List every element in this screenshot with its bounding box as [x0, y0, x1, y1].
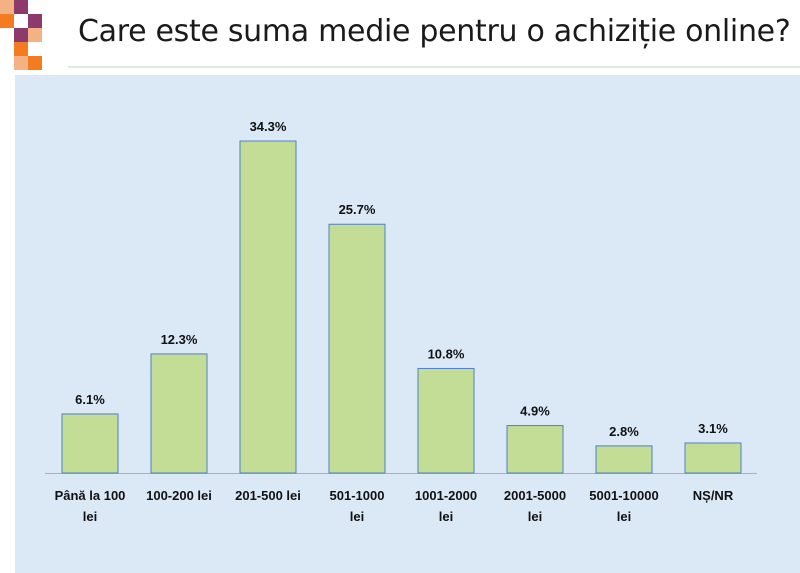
bar: [684, 442, 742, 474]
bar: [328, 223, 386, 474]
bar: [150, 353, 208, 474]
deco-square: [28, 28, 42, 42]
category-label: lei: [528, 509, 542, 524]
data-label: 25.7%: [339, 202, 376, 217]
bar: [239, 140, 297, 474]
corner-decoration: [0, 0, 60, 80]
bar: [595, 445, 653, 474]
category-label: 2001-5000: [504, 488, 566, 503]
category-label: lei: [617, 509, 631, 524]
bar: [506, 425, 564, 474]
data-label: 12.3%: [161, 332, 198, 347]
bar: [417, 367, 475, 474]
data-label: 10.8%: [428, 346, 465, 361]
title-divider: [68, 66, 800, 68]
deco-square: [14, 0, 28, 14]
deco-square: [14, 56, 28, 70]
deco-square: [14, 42, 28, 56]
category-label: 100-200 lei: [146, 488, 212, 503]
data-label: 2.8%: [609, 424, 639, 439]
chart-panel: [15, 75, 800, 573]
deco-square: [14, 28, 28, 42]
deco-square: [0, 0, 14, 14]
deco-square: [28, 0, 42, 14]
data-label: 6.1%: [75, 392, 105, 407]
category-label: 201-500 lei: [235, 488, 301, 503]
data-label: 3.1%: [698, 421, 728, 436]
category-label: lei: [83, 509, 97, 524]
bar: [61, 413, 119, 474]
page-title: Care este suma medie pentru o achiziție …: [78, 14, 791, 49]
deco-square: [28, 56, 42, 70]
category-label: lei: [439, 509, 453, 524]
category-label: Până la 100: [55, 488, 126, 503]
data-label: 34.3%: [250, 119, 287, 134]
deco-square: [28, 14, 42, 28]
data-label: 4.9%: [520, 404, 550, 419]
deco-square: [0, 14, 14, 28]
category-label: 5001-10000: [589, 488, 658, 503]
category-label: NȘ/NR: [693, 488, 734, 503]
category-label: 501-1000: [330, 488, 385, 503]
category-label: lei: [350, 509, 364, 524]
category-label: 1001-2000: [415, 488, 477, 503]
